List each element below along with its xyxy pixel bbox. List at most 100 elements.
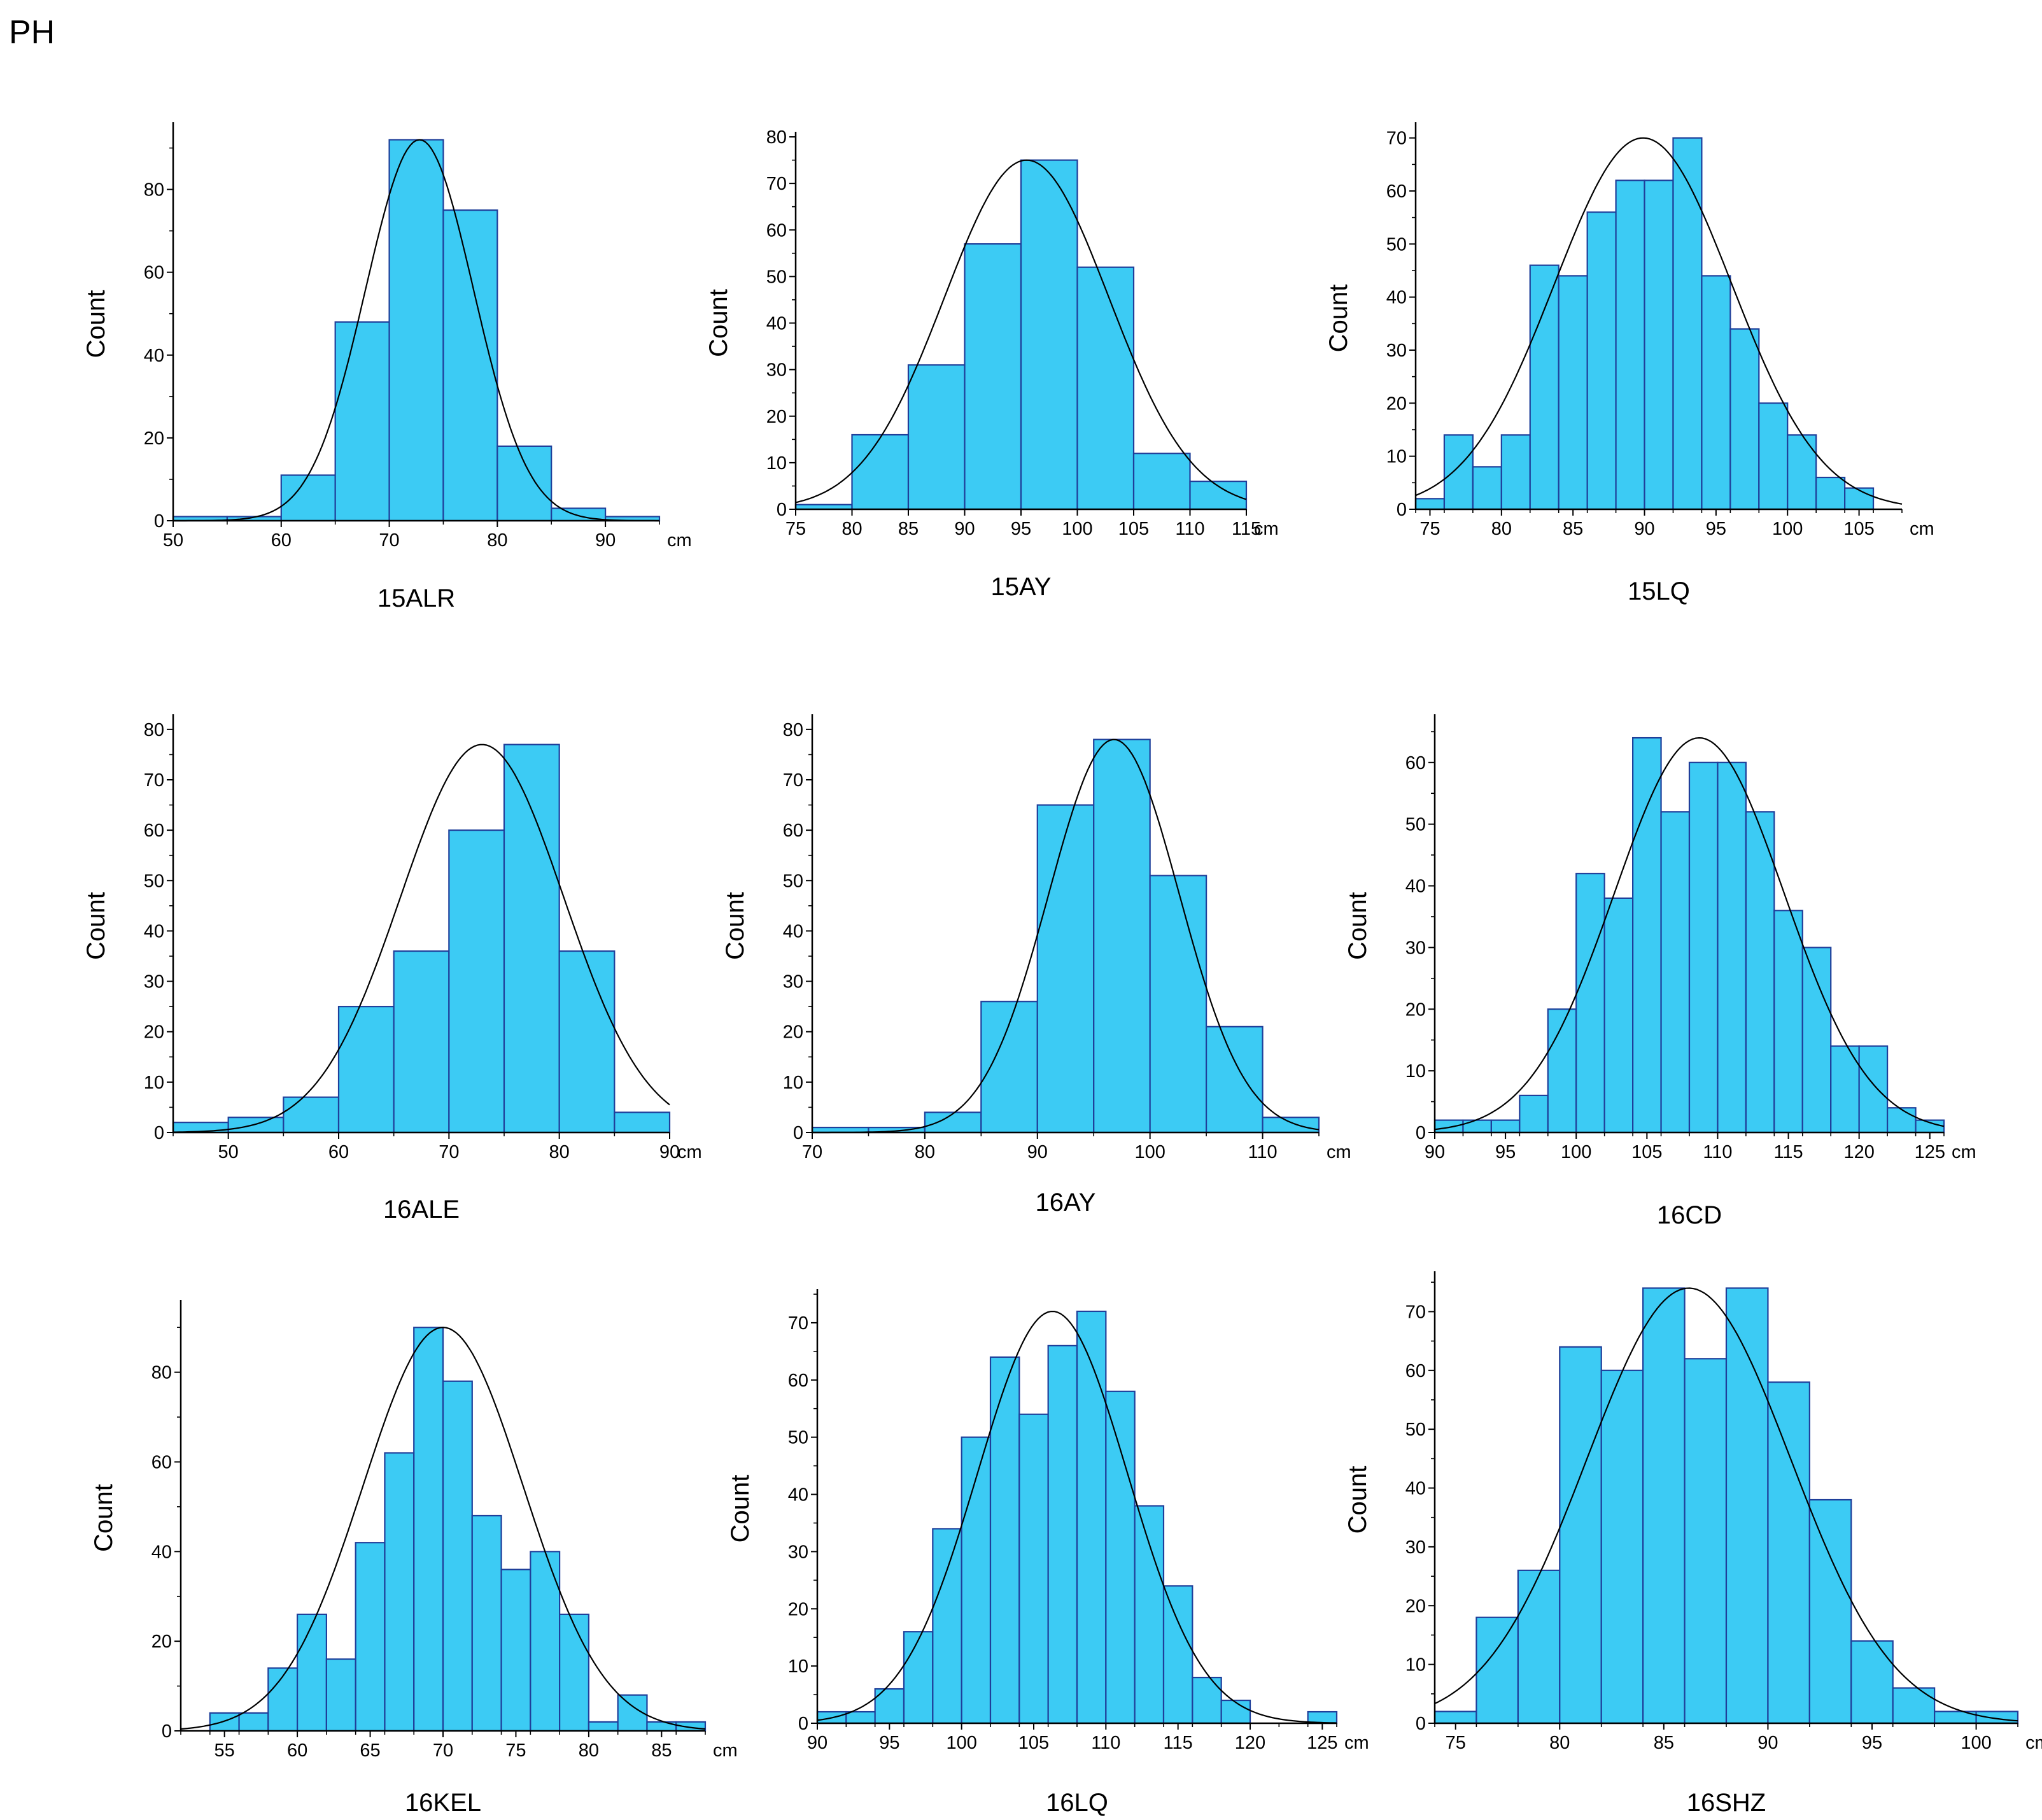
histogram-bar [1206,1026,1264,1134]
histogram-bar [558,950,616,1134]
y-tick-label: 10 [1405,1655,1426,1675]
histogram-bar [903,1631,934,1725]
y-tick-label: 10 [144,1073,164,1093]
histogram-bar [646,1721,677,1732]
histogram-bar [1162,1585,1194,1725]
y-tick-label: 0 [1416,1123,1426,1143]
panel-title: 15ALR [377,584,455,612]
y-axis-label: Count [1325,285,1353,353]
histogram-bar [1020,159,1078,511]
histogram-bar [1684,1358,1728,1725]
panel-title: 16CD [1657,1201,1722,1229]
histogram-bar [614,1111,671,1134]
x-unit-label: cm [667,530,692,551]
x-unit-label: cm [1344,1733,1369,1753]
y-axis-label: Count [1344,892,1372,960]
y-tick-label: 80 [144,720,164,740]
x-tick-label: 85 [898,519,919,539]
histogram-bar [1858,1045,1889,1134]
y-tick-label: 70 [783,770,803,791]
y-tick-label: 0 [154,511,164,532]
x-tick-label: 95 [1495,1142,1516,1162]
histogram-bar [1519,1094,1549,1134]
x-tick-label: 85 [1654,1733,1674,1753]
x-tick-label: 100 [1062,519,1092,539]
histogram-bar [496,445,553,522]
panel-title: 15LQ [1628,577,1690,605]
x-tick-label: 50 [163,530,183,551]
histogram-bar [1105,1390,1136,1725]
x-unit-label: cm [2025,1733,2042,1753]
histogram-bar [442,209,498,522]
x-tick-label: 90 [1425,1142,1445,1162]
panel-title: 16ALE [383,1196,460,1224]
x-tick-label: 75 [1419,519,1440,539]
histogram-bar [1725,1287,1769,1725]
x-tick-label: 90 [1634,519,1654,539]
histogram-bar [1586,211,1617,511]
histogram-bar [500,1569,532,1732]
y-tick-label: 0 [162,1721,172,1742]
y-tick-label: 60 [1405,1361,1426,1381]
normal-fit-curve [1434,737,1945,1131]
histogram-bar [227,1117,285,1134]
histogram-panel-16LQ: 90 95 100 105 110 115 120 125 0 10 20 30 40 50 60 70 cm C… [726,1289,1369,1817]
y-tick-label: 60 [144,263,164,283]
y-tick-label: 70 [1405,1302,1426,1322]
y-tick-label: 50 [1405,815,1426,835]
histogram-bar [1975,1711,2019,1725]
histogram-bar [393,950,450,1134]
histogram-bar [1132,453,1191,511]
histogram-panel-16CD: 90 95 100 105 110 115 120 125 0 10 20 30 40 50 60 cm Cou… [1344,714,1976,1229]
y-tick-label: 60 [788,1371,808,1391]
normal-fit-curve [1434,1287,2018,1722]
x-tick-label: 60 [271,530,292,551]
histogram-bar [1433,1119,1464,1134]
histogram-bar [1192,1677,1222,1725]
histogram-bar [980,1001,1038,1134]
y-tick-label: 40 [1405,1479,1426,1499]
x-tick-label: 125 [1915,1142,1945,1162]
y-axis-label: Count [82,892,110,960]
y-tick-label: 20 [144,1022,164,1043]
y-tick-label: 10 [788,1656,808,1677]
histogram-bar [1047,1344,1078,1725]
x-tick-label: 115 [1773,1142,1803,1162]
normal-fit-curve [1415,137,1903,505]
histogram-bar [238,1712,269,1732]
x-tick-label: 95 [1862,1733,1882,1753]
histogram-bar [325,1658,356,1732]
histogram-bar [907,364,966,511]
x-tick-label: 105 [1118,519,1149,539]
histogram-bar [1717,761,1747,1134]
histogram-bar [1767,1381,1810,1725]
histogram-bar [1443,434,1474,511]
histogram-bar [1490,1119,1521,1134]
histogram-bar [1149,875,1208,1134]
y-tick-label: 10 [1386,447,1407,467]
histogram-bar [1801,947,1832,1134]
y-tick-label: 20 [151,1632,172,1652]
histogram-bar [1632,737,1662,1134]
x-unit-label: cm [1952,1142,1976,1162]
y-tick-label: 50 [1405,1420,1426,1440]
x-tick-label: 75 [785,519,806,539]
x-tick-label: 95 [1706,519,1726,539]
histogram-bar [471,1514,502,1732]
histogram-bar [1036,804,1095,1134]
histogram-bar [1433,1711,1477,1725]
y-tick-label: 0 [798,1714,808,1734]
y-tick-label: 20 [766,407,787,427]
histogram-bar [1672,137,1703,511]
panel-title: 15AY [991,573,1052,601]
histogram-bar [442,1380,473,1732]
y-tick-label: 80 [783,720,803,740]
x-tick-label: 100 [1134,1142,1165,1162]
y-tick-label: 50 [1386,234,1407,255]
y-tick-label: 60 [766,220,787,241]
y-tick-label: 50 [144,871,164,891]
histogram-bar [1600,1369,1644,1725]
y-tick-label: 10 [766,453,787,474]
histogram-bar [1472,466,1502,511]
histogram-bar [209,1712,240,1732]
